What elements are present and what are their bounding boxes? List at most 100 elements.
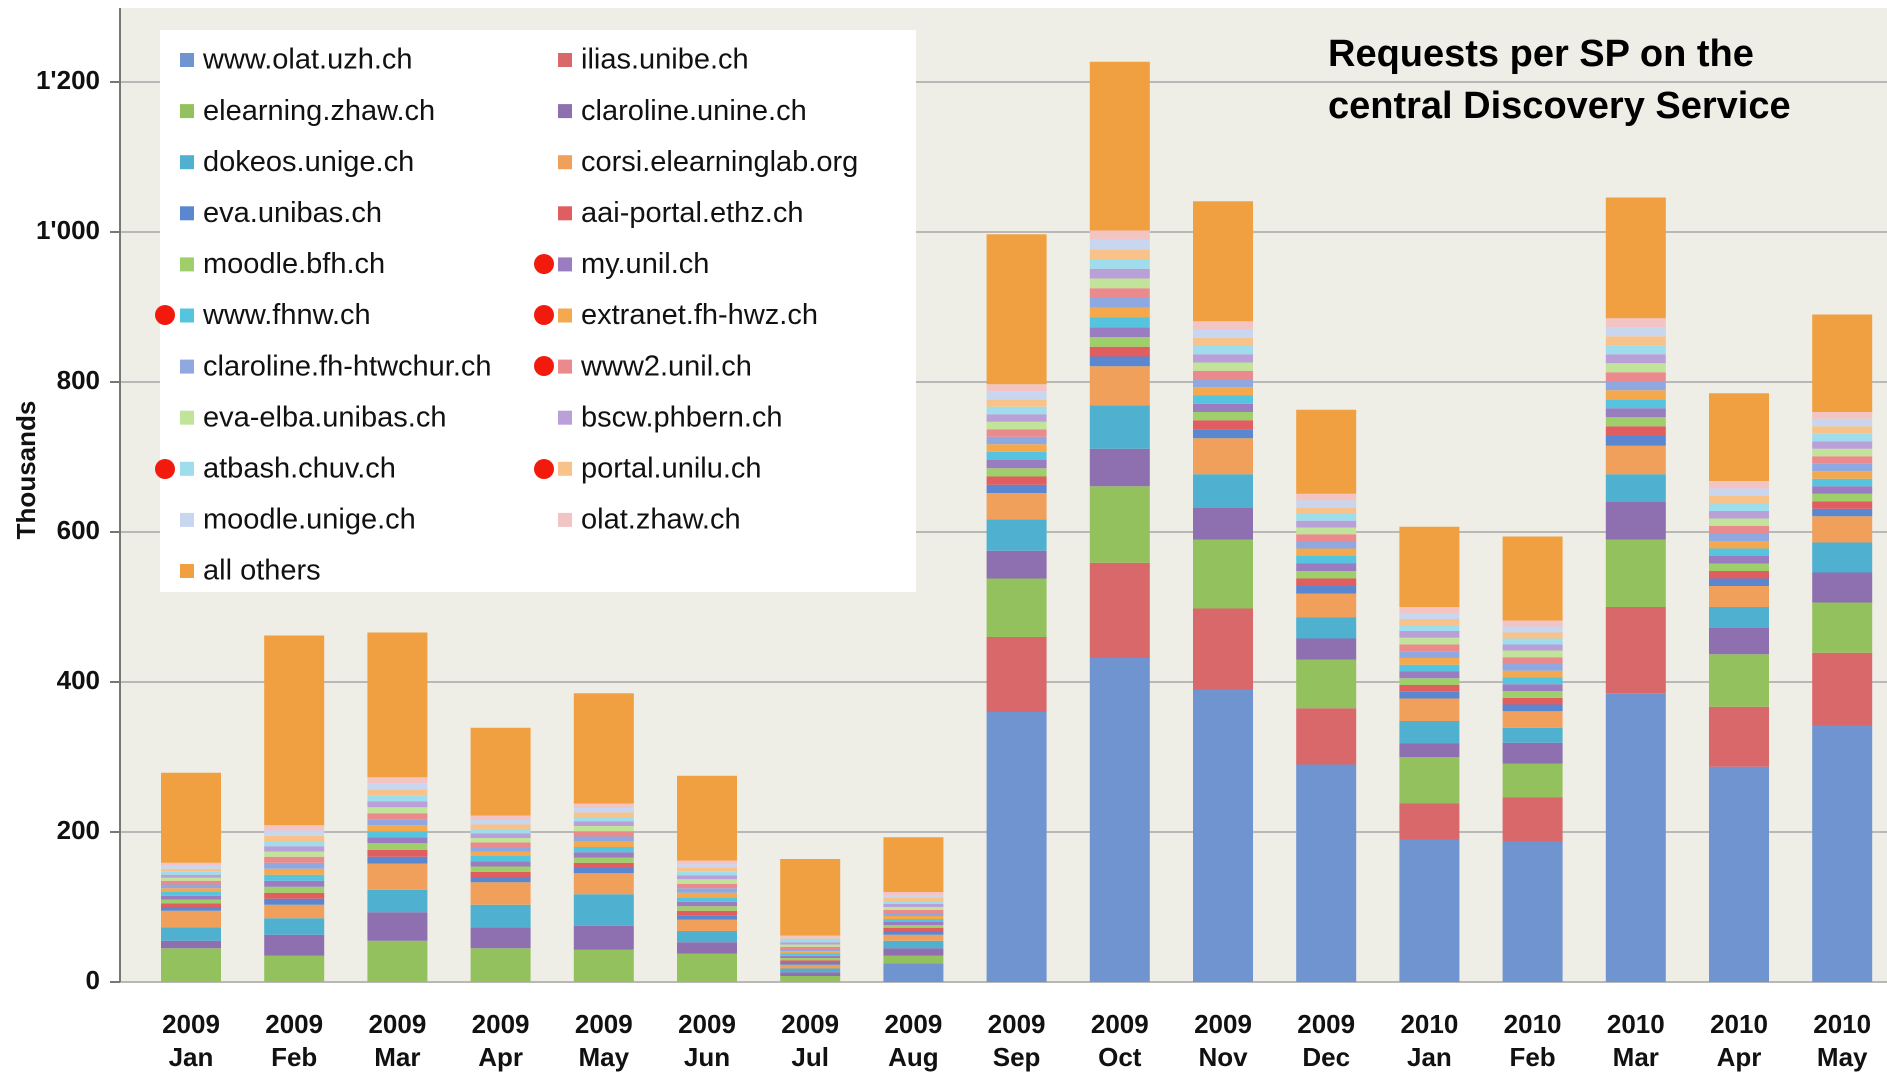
x-tick-label: 2009 bbox=[781, 1009, 839, 1039]
x-tick-label: Jun bbox=[684, 1042, 730, 1072]
bar-segment bbox=[1399, 678, 1460, 685]
bar-segment bbox=[1296, 507, 1357, 514]
bar-segment bbox=[1709, 481, 1769, 489]
bar-segment bbox=[1605, 318, 1666, 328]
x-tick-label: 2010 bbox=[1607, 1009, 1665, 1039]
bar-segment bbox=[1502, 684, 1563, 691]
bar-segment bbox=[1709, 586, 1769, 607]
bar-segment bbox=[367, 856, 428, 864]
bar-segment bbox=[1399, 619, 1460, 625]
legend-label: dokeos.unige.ch bbox=[203, 146, 414, 178]
bar-segment bbox=[1089, 562, 1150, 658]
bar-segment bbox=[1193, 362, 1253, 371]
bar-segment bbox=[1296, 409, 1357, 494]
bar-segment bbox=[1296, 548, 1357, 556]
bar-segment bbox=[677, 919, 737, 931]
bar-segment bbox=[1605, 336, 1666, 346]
bar-segment bbox=[1399, 685, 1460, 692]
bar-segment bbox=[470, 856, 531, 862]
bar-segment bbox=[1812, 448, 1873, 457]
legend-label: olat.zhaw.ch bbox=[581, 504, 741, 536]
bar-segment bbox=[883, 963, 944, 982]
bar-segment bbox=[1605, 345, 1666, 355]
bar-segment bbox=[161, 888, 221, 892]
bar-segment bbox=[573, 836, 634, 842]
bar-segment bbox=[1812, 542, 1873, 573]
bar-segment bbox=[573, 862, 634, 868]
x-tick-label: Jul bbox=[791, 1042, 829, 1072]
x-tick-label: 2009 bbox=[575, 1009, 633, 1039]
bar-segment bbox=[1296, 571, 1357, 579]
bar-segment bbox=[1399, 607, 1460, 613]
legend-swatch bbox=[558, 155, 572, 170]
bar-segment bbox=[161, 927, 221, 941]
x-tick-label: Nov bbox=[1198, 1042, 1248, 1072]
x-tick-label: Mar bbox=[374, 1042, 420, 1072]
bar-segment bbox=[1605, 417, 1666, 427]
x-tick-label: Jan bbox=[169, 1042, 214, 1072]
bar-segment bbox=[573, 812, 634, 817]
legend-swatch bbox=[558, 308, 572, 323]
bar-segment bbox=[1605, 327, 1666, 337]
x-tick-label: Apr bbox=[478, 1042, 523, 1072]
annotation-dot bbox=[155, 305, 175, 325]
bar-segment bbox=[1399, 637, 1460, 645]
bar-segment bbox=[1709, 526, 1769, 534]
bar-segment bbox=[986, 391, 1047, 400]
bar-segment bbox=[1502, 742, 1563, 764]
x-tick-label: Mar bbox=[1613, 1042, 1659, 1072]
legend-swatch bbox=[558, 53, 572, 67]
bar-segment bbox=[264, 886, 325, 893]
bar-segment bbox=[470, 877, 531, 883]
bar-segment bbox=[780, 859, 841, 936]
bar-segment bbox=[573, 831, 634, 837]
bar-segment bbox=[367, 783, 428, 790]
bar-segment bbox=[367, 912, 428, 941]
bar-segment bbox=[1193, 403, 1253, 412]
legend-label: my.unil.ch bbox=[581, 248, 709, 280]
bar-segment bbox=[1089, 405, 1150, 449]
legend-swatch bbox=[558, 359, 572, 374]
bar-segment bbox=[986, 493, 1047, 520]
bar-segment bbox=[264, 874, 325, 881]
bar-segment bbox=[1399, 691, 1460, 699]
bar-segment bbox=[1193, 508, 1253, 540]
legend-label: corsi.elearninglab.org bbox=[581, 146, 858, 178]
bar-segment bbox=[1399, 721, 1460, 744]
x-tick-label: 2009 bbox=[1194, 1009, 1252, 1039]
bar-segment bbox=[1296, 708, 1357, 765]
bar-segment bbox=[1605, 197, 1666, 319]
annotation-dot bbox=[155, 459, 175, 479]
bar-segment bbox=[470, 842, 531, 847]
bar-segment bbox=[1812, 652, 1873, 726]
bar-segment bbox=[677, 879, 737, 884]
bar-segment bbox=[264, 934, 325, 956]
bar-segment bbox=[470, 927, 531, 949]
bar-segment bbox=[677, 910, 737, 916]
bar-segment bbox=[1399, 651, 1460, 658]
x-tick-label: 2009 bbox=[678, 1009, 736, 1039]
bar-segment bbox=[470, 815, 531, 820]
bar-segment bbox=[1399, 698, 1460, 721]
bar-segment bbox=[1193, 438, 1253, 475]
bar-segment bbox=[1296, 541, 1357, 549]
x-tick-label: Feb bbox=[1509, 1042, 1555, 1072]
legend-swatch bbox=[180, 104, 194, 119]
legend-swatch bbox=[180, 257, 194, 272]
bar-segment bbox=[883, 904, 944, 907]
legend-label: portal.unilu.ch bbox=[581, 452, 762, 484]
legend-label: www.olat.uzh.ch bbox=[202, 44, 413, 76]
x-tick-label: May bbox=[1817, 1042, 1868, 1072]
bar-segment bbox=[573, 826, 634, 832]
bar-segment bbox=[986, 519, 1047, 551]
bar-segment bbox=[367, 801, 428, 808]
bar-segment bbox=[883, 898, 944, 901]
bar-segment bbox=[677, 864, 737, 868]
bar-segment bbox=[367, 889, 428, 913]
bar-segment bbox=[1296, 593, 1357, 618]
bar-segment bbox=[1605, 436, 1666, 446]
bar-segment bbox=[470, 861, 531, 867]
legend-label: all others bbox=[203, 555, 321, 587]
bar-segment bbox=[1812, 501, 1873, 509]
bar-segment bbox=[264, 835, 325, 841]
